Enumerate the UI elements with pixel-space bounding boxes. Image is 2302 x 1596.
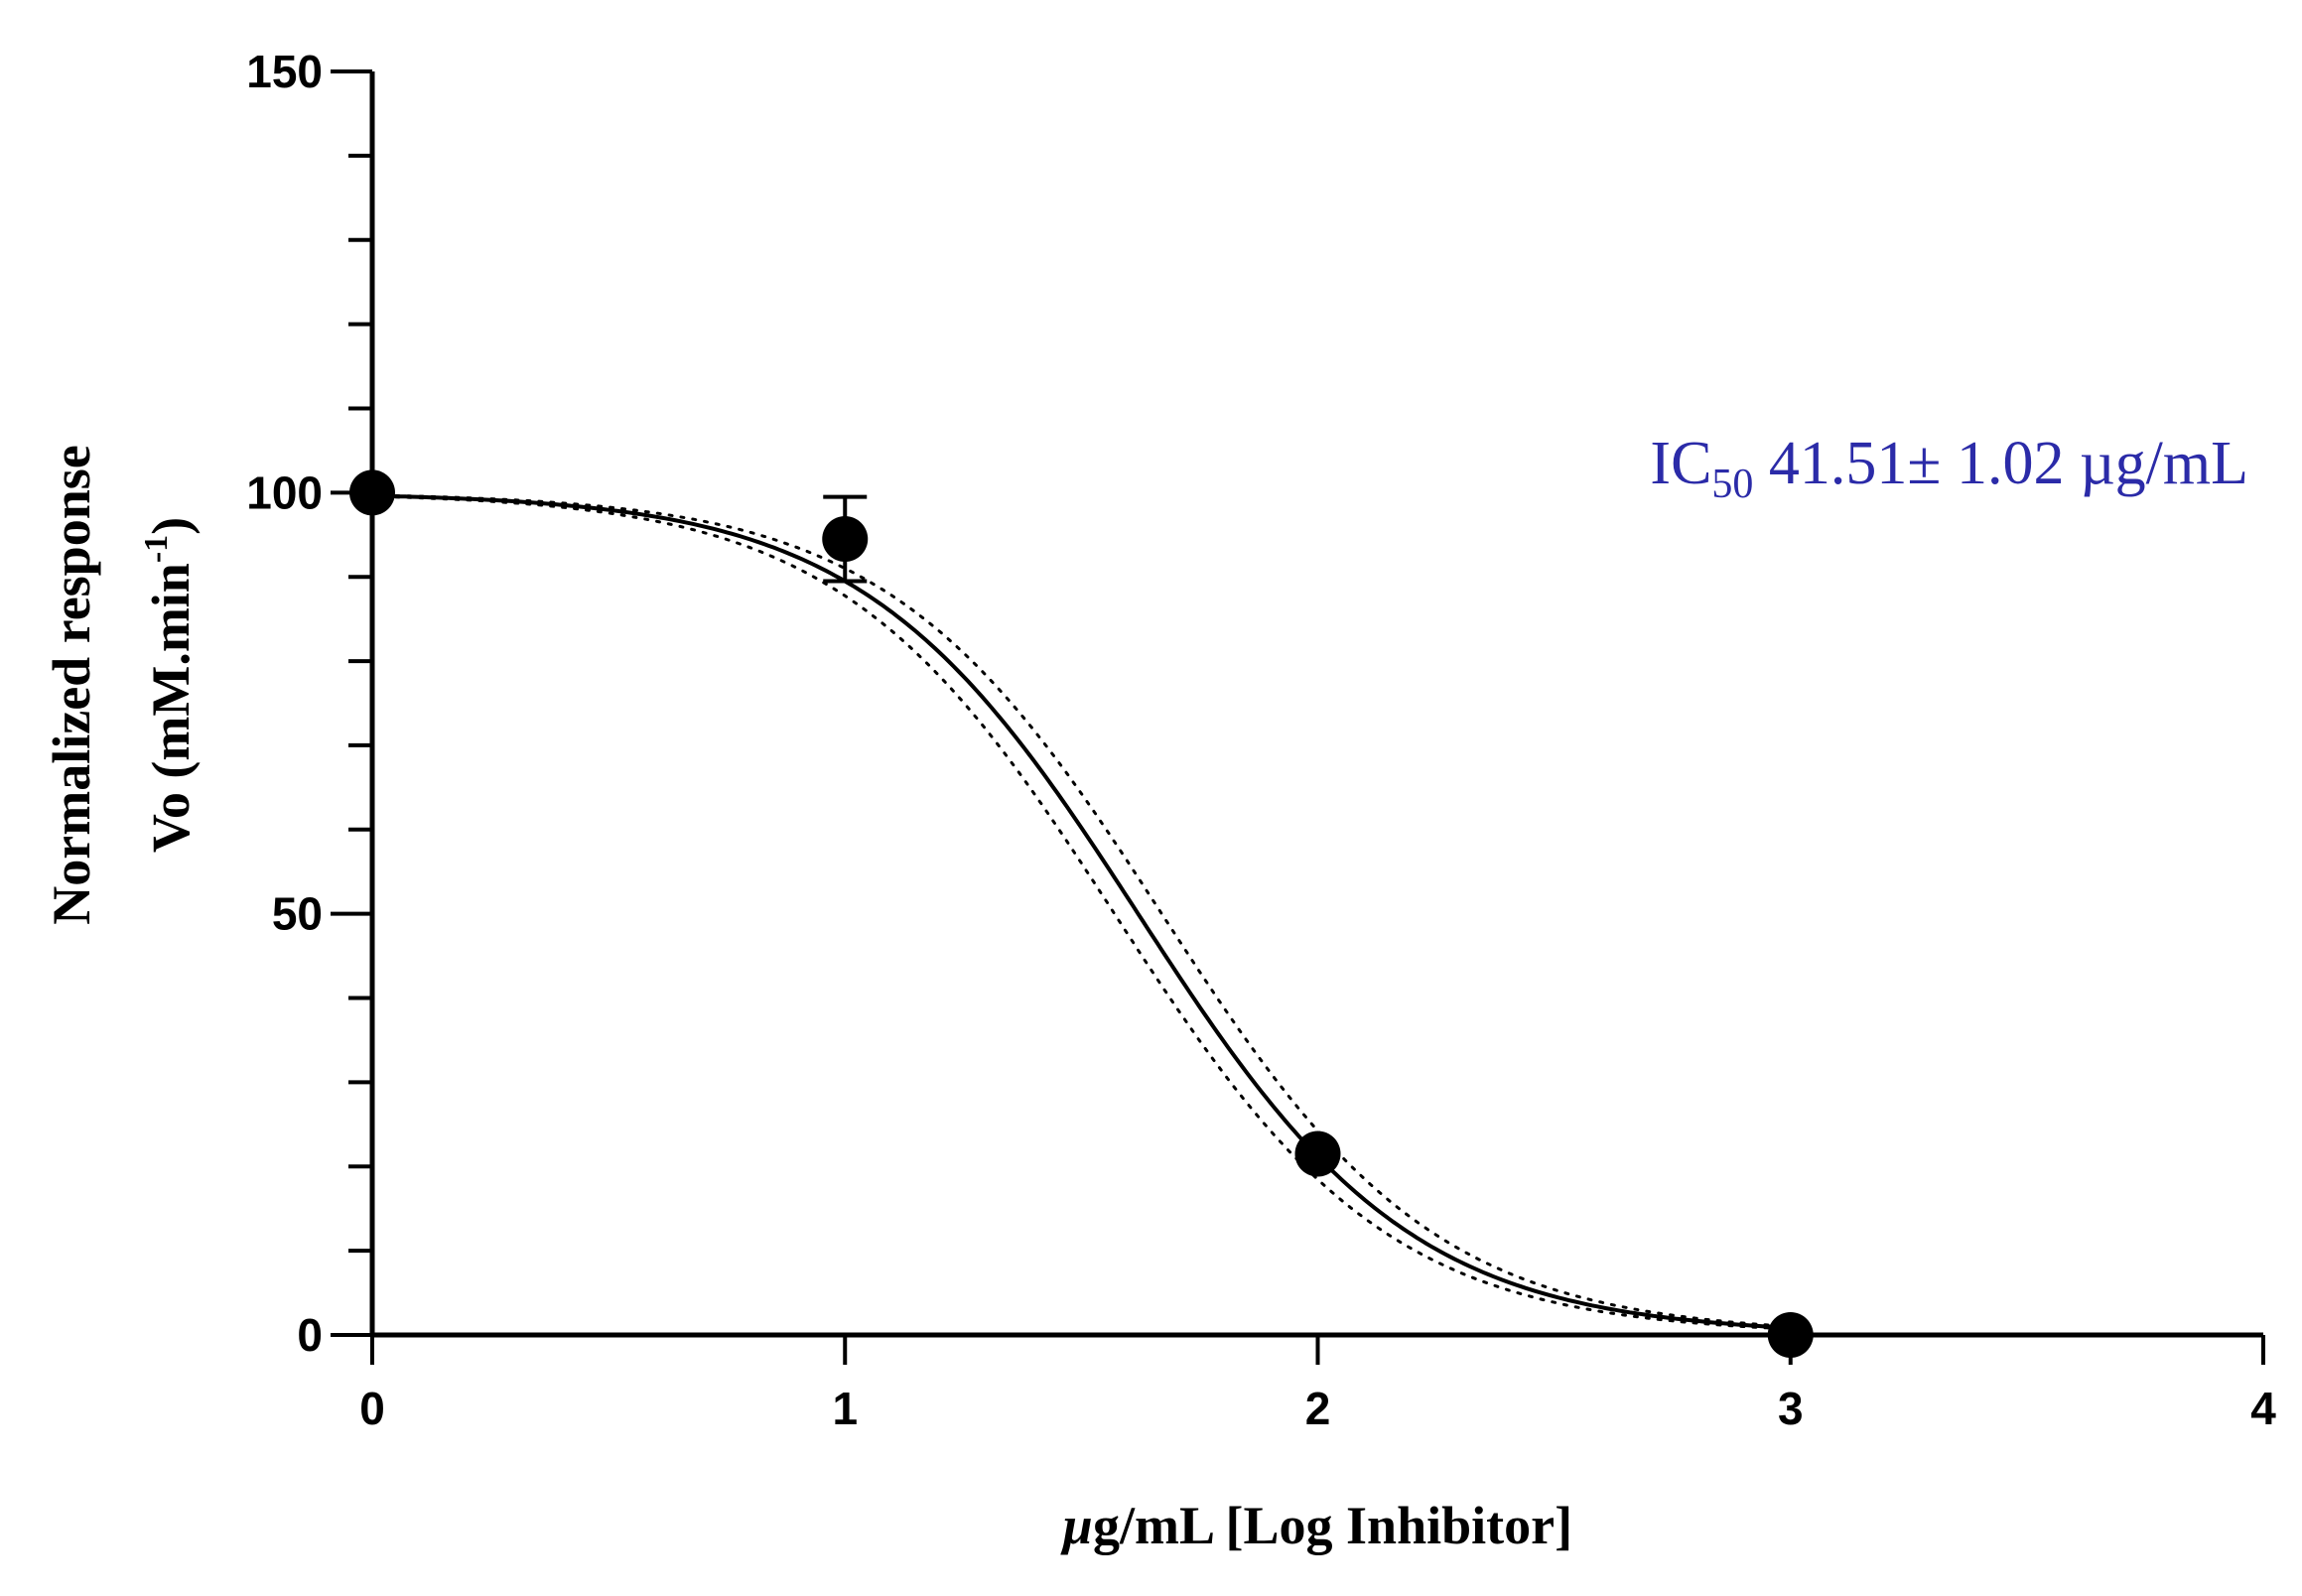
x-tick-label: 1: [832, 1383, 858, 1434]
fit-curve: [371, 493, 1791, 1330]
data-point: [349, 469, 395, 516]
confidence-band-lower: [370, 494, 1793, 1331]
data-point: [822, 516, 869, 563]
ic50-annotation-sub: 50: [1711, 462, 1753, 507]
x-tick-label: 0: [359, 1383, 385, 1434]
y-tick-label: 50: [272, 888, 323, 940]
confidence-band-upper: [370, 493, 1793, 1328]
y-tick-label: 0: [297, 1309, 323, 1361]
y-axis: 0 50 100 150: [246, 46, 375, 1361]
data-points: [349, 469, 1814, 1358]
y-axis-title-line1: Normalized response: [42, 445, 101, 924]
y-axis-title-line2: Vo (mM.min-1): [138, 517, 201, 853]
x-axis-title-prefix: µ: [1060, 1496, 1093, 1555]
y-tick-label: 150: [246, 46, 323, 97]
x-tick-label: 4: [2250, 1383, 2276, 1434]
ic50-annotation-prefix: IC: [1650, 430, 1711, 497]
y-tick-label: 100: [246, 466, 323, 518]
x-axis-title: µg/mL [Log Inhibitor]: [1060, 1496, 1572, 1555]
x-axis: 0 1 2 3 4: [359, 1332, 2276, 1434]
x-axis-ticks: 0 1 2 3 4: [359, 1335, 2276, 1434]
x-axis-title-text: g/mL [Log Inhibitor]: [1093, 1496, 1572, 1555]
y-axis-title-line2-main: Vo (mM.min: [141, 563, 201, 853]
y-axis-title-line2-sup: -1: [138, 535, 175, 563]
y-axis-title-line2-end: ): [141, 517, 201, 535]
x-tick-label: 2: [1305, 1383, 1331, 1434]
plot-area: [349, 469, 1814, 1358]
ic50-annotation: IC50 41.51± 1.02 µg/mL: [1650, 430, 2248, 507]
data-point: [1294, 1130, 1341, 1177]
y-axis-ticks: 0 50 100 150: [246, 46, 372, 1361]
data-point: [1767, 1312, 1814, 1358]
x-tick-label: 3: [1778, 1383, 1804, 1434]
y-axis-title: Normalized response Vo (mM.min-1): [42, 445, 201, 924]
ic50-annotation-value: 41.51± 1.02 µg/mL: [1753, 430, 2248, 497]
